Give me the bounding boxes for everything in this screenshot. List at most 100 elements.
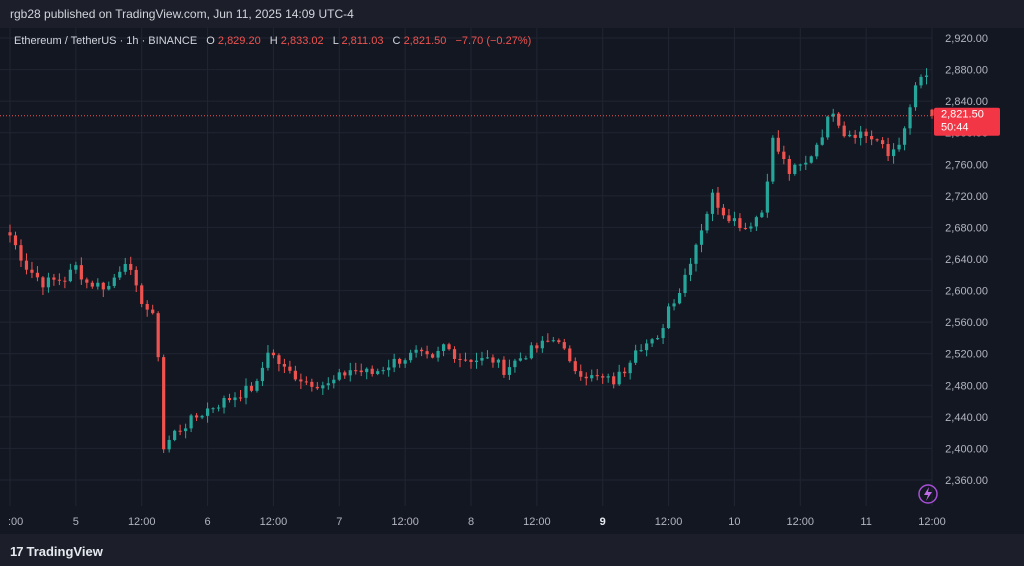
candle-body [332,379,336,384]
candle-body [381,370,385,372]
legend-symbol: Ethereum / TetherUS · 1h · BINANCE [14,35,197,47]
candle-body [469,359,473,362]
x-tick-label: 11 [860,516,871,528]
x-tick-label: 5 [73,516,79,528]
candle-body [842,125,846,137]
candle-body [255,381,259,391]
candle-body [13,235,18,246]
candle-body [699,230,704,245]
candle-body [293,370,297,380]
candle-body [540,340,544,349]
candle-body [848,134,852,137]
candle-body [749,226,753,229]
candle-body [886,144,890,157]
candle-body [688,263,693,275]
candle-body [96,282,100,287]
candle-body [425,351,429,355]
x-tick-label: 7 [336,516,342,528]
legend-open-label: O [206,35,215,47]
tradingview-logo[interactable]: 17 TradingView [10,544,103,559]
tradingview-brand: TradingView [26,544,103,559]
candle-body [738,218,742,229]
candle-body [194,415,199,418]
candle-body [672,303,676,307]
candle-body [474,360,479,362]
candle-body [568,348,572,362]
y-tick-label: 2,640.00 [945,254,988,266]
candle-body [919,76,923,86]
candle-body [881,140,885,145]
candle-body [655,338,660,340]
candle-body [30,269,34,273]
y-tick-label: 2,720.00 [945,191,988,203]
candle-body [765,181,769,213]
candle-body [156,313,160,358]
y-tick-label: 2,480.00 [945,380,988,392]
candle-body [162,357,166,450]
candle-body [337,372,341,380]
y-tick-label: 2,920.00 [945,33,988,45]
candle-body [249,385,254,391]
y-tick-label: 2,440.00 [945,412,988,424]
candle-body [870,136,874,140]
candle-body [557,340,561,343]
candle-body [491,357,495,363]
candle-body [710,192,715,214]
candle-body [496,359,501,363]
candle-body [409,352,413,361]
publish-header: rgb28 published on TradingView.com, Jun … [0,0,1024,28]
candle-body [310,381,314,387]
candle-body [458,358,462,360]
legend-open-value: 2,829.20 [218,35,261,47]
candle-body [595,375,599,377]
chart-frame[interactable] [0,28,1024,534]
candle-body [216,407,221,409]
candle-body [359,370,363,373]
x-tick-label: 9 [600,516,606,528]
candle-body [79,265,83,280]
candle-body [502,359,506,375]
candle-body [518,358,522,361]
candle-body [392,358,396,368]
candle-body [645,343,649,351]
candle-body [343,372,347,376]
candle-body [299,379,303,382]
x-tick-label: 12:00 [655,516,683,528]
x-tick-label: 12:00 [918,516,946,528]
y-axis-labels: 2,360.00 2,400.00 2,440.00 2,480.00 2,520.00… [945,33,988,487]
candle-body [288,366,292,371]
y-tick-label: 2,840.00 [945,96,988,108]
y-tick-label: 2,880.00 [945,65,988,77]
candles-layer [8,68,934,453]
candle-body [859,131,863,138]
candle-body [529,345,533,359]
candle-body [760,212,764,218]
candle-body [151,309,155,314]
candle-body [129,263,133,270]
y-tick-label: 2,560.00 [945,317,988,329]
candle-body [535,345,539,349]
candle-body [52,277,56,280]
candle-body [452,349,457,359]
x-tick-label: 12:00 [787,516,815,528]
legend-close-label: C [393,35,401,47]
candle-body [238,397,243,399]
candle-body [41,277,45,288]
lightning-icon[interactable] [918,484,938,504]
legend-close-value: 2,821.50 [404,35,447,47]
candle-body [414,349,418,353]
candle-body [628,362,632,374]
candle-body [666,306,671,329]
candle-body [441,344,446,351]
candle-body [507,367,512,375]
candle-body [694,244,698,264]
candle-body [348,370,352,376]
candle-body [173,430,177,440]
candle-body [902,128,907,145]
candle-body [398,358,402,364]
candle-body [771,137,775,182]
y-tick-label: 2,400.00 [945,443,988,455]
candle-body [732,218,737,222]
x-tick-label: 10 [728,516,740,528]
